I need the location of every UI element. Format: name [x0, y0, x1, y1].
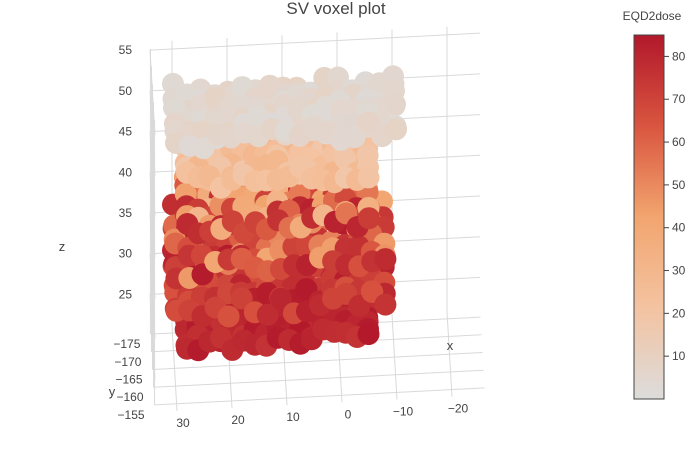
z-tick-label: 45 — [119, 125, 133, 139]
z-tick-label: 35 — [119, 206, 133, 220]
colorbar-tick-label: 10 — [672, 349, 686, 363]
z-tick-label: 50 — [119, 84, 133, 98]
voxel-point — [374, 248, 397, 271]
z-tick-label: 30 — [119, 247, 133, 261]
y-tick-label: −175 — [113, 337, 140, 351]
axis-ticks: 25 30 35 40 45 50 55 −175 −170 −165 −160 −155 −20 −10… — [113, 43, 468, 430]
voxel-point — [385, 118, 407, 141]
grid-line — [152, 352, 483, 370]
voxel-point — [357, 111, 380, 134]
z-tick-label: 25 — [119, 287, 133, 301]
colorbar-ticks: 10 20 30 40 50 60 70 80 — [664, 49, 686, 363]
x-axis-label: x — [447, 338, 454, 353]
z-tick-label: 40 — [119, 165, 133, 179]
colorbar — [633, 34, 665, 400]
colorbar-tick-label: 40 — [672, 221, 686, 235]
voxel-point — [357, 207, 380, 230]
grid-line — [153, 369, 484, 388]
z-tick-label: 55 — [119, 43, 133, 57]
voxel-cloud — [162, 65, 407, 362]
voxel-point — [269, 287, 292, 310]
y-tick-label: −155 — [118, 408, 145, 422]
colorbar-tick-label: 30 — [672, 264, 686, 278]
x-tick-label: −10 — [393, 405, 414, 419]
y-axis-label: y — [109, 384, 116, 399]
x-tick-label: 20 — [231, 413, 245, 427]
chart-title: SV voxel plot — [286, 0, 385, 18]
voxel-point — [343, 126, 366, 148]
colorbar-title: EQD2dose — [623, 9, 682, 23]
y-tick-label: −165 — [115, 373, 142, 387]
colorbar-tick-label: 80 — [672, 49, 686, 63]
colorbar-tick-label: 20 — [672, 306, 686, 320]
colorbar-tick-label: 50 — [672, 178, 686, 192]
grid-line — [154, 387, 485, 406]
voxel-point — [384, 93, 406, 116]
voxel-point — [256, 303, 279, 326]
colorbar-tick-label: 70 — [672, 92, 686, 106]
z-axis-label: z — [59, 239, 66, 254]
grid-line — [149, 32, 481, 51]
x-tick-label: 30 — [176, 416, 190, 430]
voxel-point — [217, 305, 240, 328]
y-tick-label: −160 — [117, 390, 144, 404]
x-tick-label: 0 — [345, 407, 352, 421]
y-tick-label: −170 — [114, 355, 141, 369]
x-tick-label: 10 — [286, 410, 300, 424]
voxel-point — [357, 323, 380, 346]
voxel-point — [357, 166, 380, 189]
voxel-point — [230, 287, 253, 310]
x-tick-label: −20 — [448, 402, 469, 416]
colorbar-tick-label: 60 — [672, 135, 686, 149]
voxel-point — [348, 294, 371, 317]
voxel-point — [192, 137, 215, 160]
voxel-point — [374, 293, 397, 316]
